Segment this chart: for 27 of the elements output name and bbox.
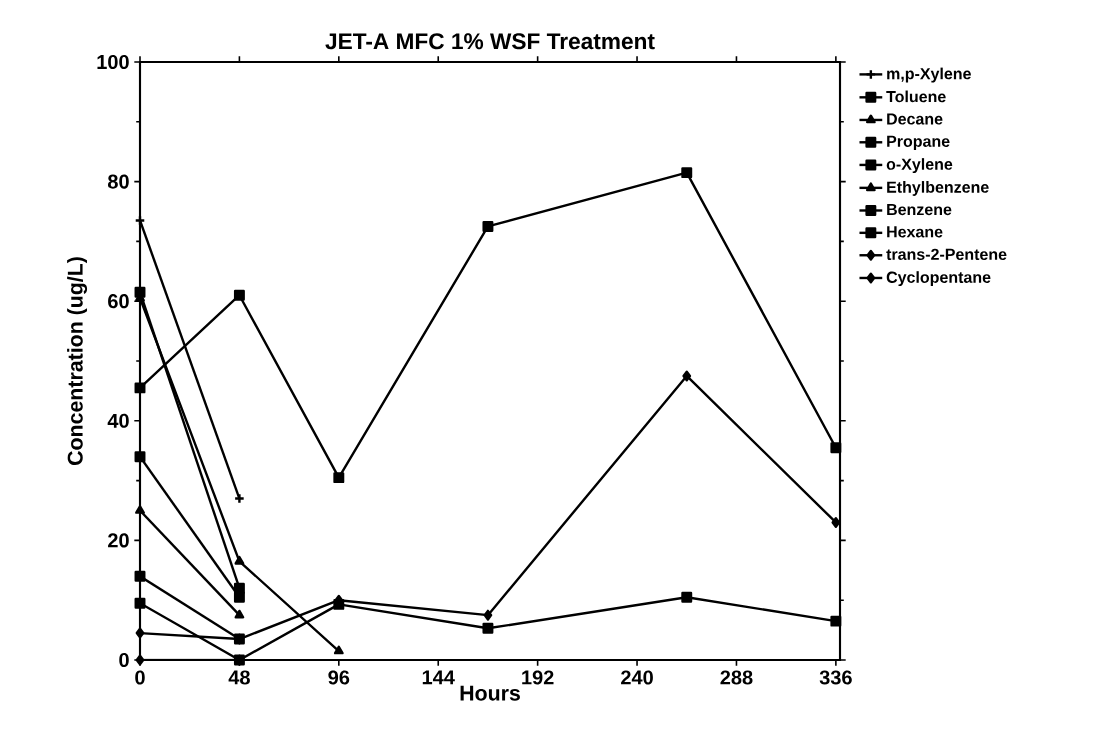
x-tick-label: 288 — [720, 670, 753, 685]
x-tick-label: 48 — [228, 670, 250, 685]
legend-label: Toluene — [886, 90, 946, 103]
legend-label: trans-2-Pentene — [886, 248, 1007, 260]
legend-label: Cyclopentane — [886, 271, 991, 287]
y-tick-label: 60 — [108, 294, 129, 309]
y-tick-label: 100 — [97, 54, 129, 70]
y-tick-label: 80 — [107, 174, 129, 189]
y-axis-title: Concentration (ug/L) — [67, 257, 88, 465]
x-tick-label: 0 — [135, 670, 145, 685]
y-tick-label: 40 — [107, 413, 129, 428]
x-tick-label: 336 — [819, 670, 852, 685]
x-tick-label: 144 — [422, 670, 455, 685]
x-axis-title: Hours — [460, 685, 520, 701]
legend-label: m,p-Xylene — [887, 67, 971, 83]
x-tick-label: 96 — [328, 670, 350, 685]
x-tick-label: 240 — [621, 670, 653, 685]
legend-label: Propane — [887, 135, 950, 151]
legend-label: Hexane — [887, 226, 943, 238]
chart-title: JET-A MFC 1% WSF Treatment — [325, 33, 655, 50]
legend-label: Benzene — [887, 203, 952, 216]
y-tick-label: 0 — [119, 652, 129, 668]
legend-label: Decane — [887, 113, 943, 125]
x-tick-label: 192 — [522, 670, 554, 685]
y-tick-label: 20 — [108, 533, 129, 548]
legend-label: Ethylbenzene — [887, 181, 989, 196]
legend-label: o-Xylene — [886, 158, 953, 174]
